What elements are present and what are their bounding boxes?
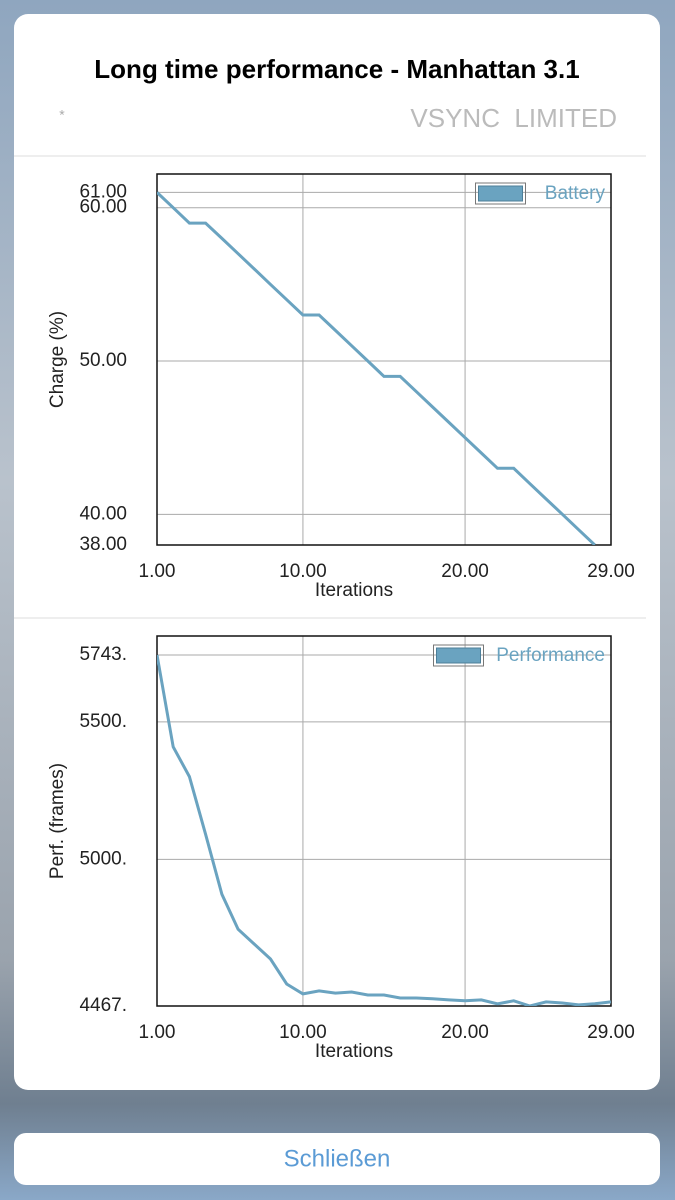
x-tick-label: 29.00 <box>587 561 635 582</box>
legend-swatch-outer <box>433 644 484 667</box>
data-line <box>157 654 611 1006</box>
x-tick-label: 1.00 <box>139 1022 176 1043</box>
legend-swatch <box>436 647 481 664</box>
legend-swatch <box>478 185 523 202</box>
x-tick-label: 10.00 <box>279 561 327 582</box>
x-tick-label: 1.00 <box>139 561 176 582</box>
x-tick-label: 20.00 <box>441 1022 489 1043</box>
card <box>14 14 660 1090</box>
x-tick-label: 29.00 <box>587 1022 635 1043</box>
legend-label: Battery <box>545 183 606 204</box>
y-tick-label: 5000. <box>79 848 127 869</box>
y-tick-label: 5500. <box>79 711 127 732</box>
close-button-label[interactable]: Schließen <box>284 1145 391 1172</box>
title: Long time performance - Manhattan 3.1 <box>94 54 579 84</box>
y-tick-label: 5743. <box>79 644 127 665</box>
status: VSYNC_LIMITED <box>410 103 617 133</box>
y-axis-label: Charge (%) <box>47 311 68 408</box>
legend-swatch-outer <box>475 182 526 205</box>
plot-frame <box>156 635 612 1007</box>
x-axis-label: Iterations <box>315 1041 393 1062</box>
close-button[interactable] <box>14 1133 660 1185</box>
x-tick-label: 10.00 <box>279 1022 327 1043</box>
plot-frame <box>156 173 612 546</box>
y-tick-label: 60.00 <box>79 197 127 218</box>
data-line <box>157 191 596 545</box>
y-tick-label: 50.00 <box>79 350 127 371</box>
x-axis-label: Iterations <box>315 580 393 601</box>
y-tick-label: 61.00 <box>79 181 127 202</box>
y-tick-label: 40.00 <box>79 503 127 524</box>
y-tick-label: 38.00 <box>79 534 127 555</box>
legend-label: Performance <box>496 645 605 666</box>
x-tick-label: 20.00 <box>441 561 489 582</box>
y-tick-label: 4467. <box>79 995 127 1016</box>
marker: * <box>59 107 65 123</box>
y-axis-label: Perf. (frames) <box>47 763 68 879</box>
